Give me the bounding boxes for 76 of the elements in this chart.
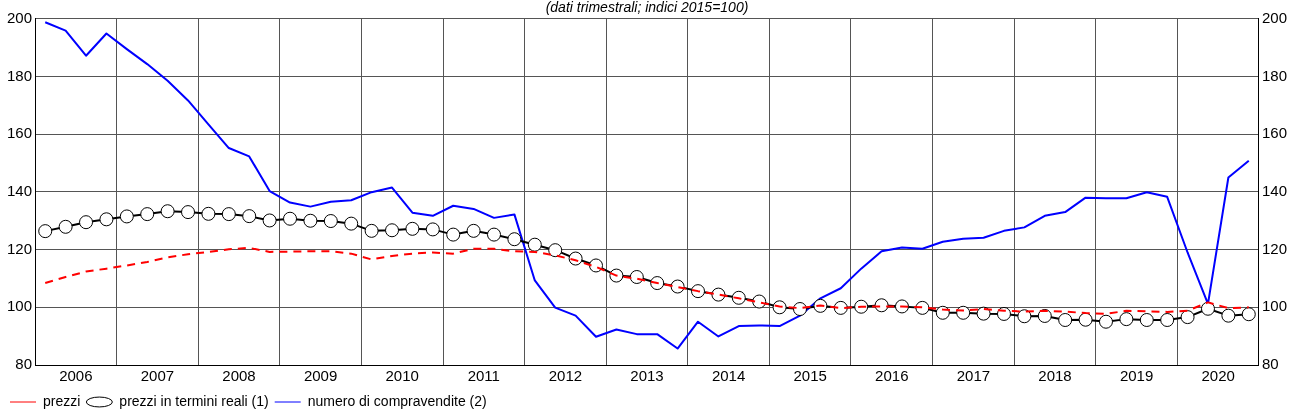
point [405,221,420,236]
x-tick-label: 2009 [303,367,338,385]
legend-label: numero di compravendite (2) [307,392,487,409]
x-tick-label: 2017 [956,367,991,385]
point [385,223,400,238]
point [160,204,175,219]
y-tick-label: 140 [7,182,33,200]
point [1241,307,1256,322]
point [242,209,257,224]
x-tick-label: 2012 [548,367,583,385]
y2-tick-label: 100 [1261,297,1287,315]
point [323,214,338,229]
y2-tick-label: 120 [1261,239,1287,257]
y-tick-label: 180 [7,66,33,84]
point [181,205,196,220]
y-tick-label: 120 [7,239,33,257]
point [364,223,379,238]
point [1058,312,1073,327]
point [38,224,53,239]
x-tick-label: 2010 [385,367,419,385]
point [466,223,481,238]
y-tick-label: 160 [7,124,33,142]
y-tick-label: 200 [7,8,33,26]
x-tick-label: 2006 [59,367,93,385]
point [792,302,807,317]
legend-label: prezzi [43,392,81,409]
x-tick-label: 2007 [140,367,175,385]
point [119,209,134,224]
point [487,227,502,242]
point [79,215,94,230]
x-tick-label: 2015 [793,367,827,385]
point [589,258,603,273]
x-tick-label: 2014 [711,367,746,385]
point [425,222,440,237]
point [201,206,216,221]
point [99,212,114,227]
x-tick-label: 2008 [222,367,256,385]
y2-tick-label: 160 [1261,124,1287,142]
point [344,216,359,231]
x-tick-label: 2020 [1201,367,1235,385]
point [1078,312,1093,327]
point [976,306,991,321]
point [1119,312,1134,327]
point [140,207,155,222]
point [1098,314,1113,329]
point [1160,312,1175,327]
point [446,227,461,242]
point [935,305,950,320]
point [527,237,542,252]
x-tick-label: 2019 [1119,367,1154,385]
point [262,213,277,228]
x-tick-label: 2018 [1038,367,1072,385]
point [221,207,236,222]
y2-tick-label: 200 [1261,8,1287,26]
point [752,294,767,309]
point [548,243,563,258]
y-tick-label: 100 [7,297,33,315]
point [507,232,522,247]
point [303,213,318,228]
y-tick-label: 80 [15,355,33,373]
point [1221,308,1236,323]
y2-tick-label: 180 [1261,66,1287,84]
y2-tick-label: 80 [1261,355,1279,373]
x-tick-label: 2013 [630,367,664,385]
chart-subtitle: (dati trimestrali; indici 2015=100) [545,0,749,16]
y2-tick-label: 140 [1261,182,1287,200]
x-tick-label: 2016 [875,367,909,385]
point [283,211,298,226]
point [1139,312,1154,327]
point [1017,309,1032,324]
point [1200,301,1215,316]
point [58,219,73,234]
legend-label: prezzi in termini reali (1) [119,392,269,409]
x-tick-label: 2011 [467,367,500,385]
point [1180,310,1195,325]
point [956,305,971,320]
